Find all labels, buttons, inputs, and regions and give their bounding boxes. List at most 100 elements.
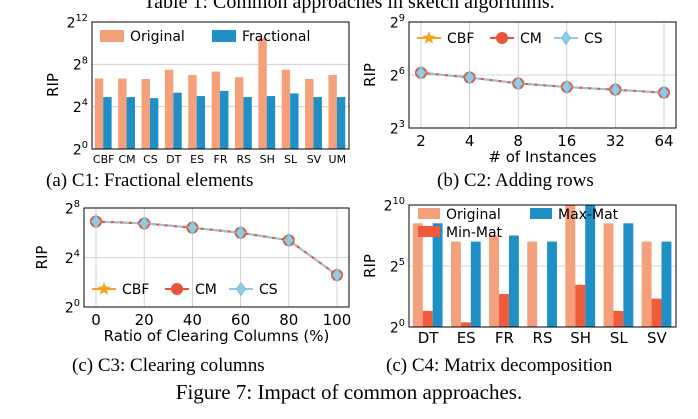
legend-label-cm: CM: [195, 282, 217, 298]
y-axis-label: RIP: [33, 246, 51, 270]
bar-fractional-cbf: [103, 97, 112, 149]
bar-max-mat-fr: [508, 235, 519, 327]
bar-original-sv: [641, 241, 652, 327]
y-axis-label: RIP: [44, 73, 62, 97]
bar-original-dt: [164, 69, 174, 149]
legend-marker: [171, 283, 183, 295]
x-tick-label: SL: [610, 329, 629, 347]
x-tick-label: 8: [513, 132, 523, 150]
bar-fractional-fr: [220, 90, 229, 149]
x-tick-label: RS: [237, 153, 252, 166]
bar-original-fr: [211, 71, 221, 149]
y-tick-label: 29: [390, 13, 405, 31]
bar-original-um: [328, 74, 337, 149]
y-tick-label: 20: [73, 140, 88, 158]
bar-max-mat-dt: [432, 223, 443, 327]
legend-swatch: [418, 226, 440, 237]
x-tick-label: 2: [416, 132, 426, 150]
bar-fractional-sl: [290, 93, 299, 149]
legend-marker: [422, 31, 436, 44]
bar-max-mat-sh: [585, 205, 596, 327]
y-tick-label: 24: [73, 98, 88, 116]
bar-max-mat-rs: [547, 241, 557, 327]
x-tick-label: SH: [260, 153, 275, 166]
bar-original-cm: [118, 78, 127, 149]
bar-original-cs: [141, 78, 150, 149]
y-tick-label: 24: [65, 249, 80, 267]
bar-original-rs: [234, 77, 244, 149]
point-cs-5: [331, 268, 343, 283]
x-tick-label: 64: [654, 132, 673, 150]
bar-fractional-sv: [313, 97, 322, 149]
bar-min-mat-sv: [651, 298, 662, 327]
x-tick-label: 0: [91, 311, 101, 329]
x-tick-label: SV: [647, 329, 668, 347]
y-tick-label: 28: [65, 199, 80, 217]
legend-marker: [560, 31, 572, 45]
bar-original-sh: [565, 205, 576, 327]
legend-marker: [496, 32, 508, 44]
caption-c4: (c) C4: Matrix decomposition: [386, 355, 613, 376]
x-tick-label: ES: [457, 329, 476, 347]
point-cs-4: [610, 82, 621, 97]
x-tick-label: RS: [533, 329, 553, 347]
point-cs-1: [138, 216, 150, 231]
point-cs-1: [464, 70, 475, 85]
y-tick-label: 20: [65, 298, 80, 316]
point-cs-0: [415, 65, 427, 80]
point-cs-2: [187, 220, 198, 235]
point-cs-2: [512, 76, 524, 91]
legend-label-original: Original: [446, 207, 501, 223]
point-cs-5: [658, 85, 670, 100]
point-cs-4: [283, 233, 295, 248]
bar-original-sh: [258, 37, 267, 149]
bar-fractional-cs: [149, 98, 159, 149]
x-axis-label: # of Instances: [488, 148, 596, 166]
bar-max-mat-sv: [661, 241, 672, 327]
legend-label-fractional: Fractional: [242, 29, 310, 45]
caption-c2: (b) C2: Adding rows: [437, 170, 594, 191]
bar-original-sv: [305, 78, 314, 149]
x-tick-label: FR: [495, 329, 514, 347]
point-cs-0: [90, 214, 102, 229]
legend-marker: [97, 282, 111, 295]
bar-original-es: [188, 74, 197, 149]
x-tick-label: SH: [570, 329, 591, 347]
y-tick-label: 28: [73, 55, 88, 73]
x-tick-label: 16: [557, 132, 576, 150]
x-tick-label: 80: [279, 311, 298, 329]
bar-original-sl: [281, 69, 291, 149]
x-tick-label: 4: [465, 132, 475, 150]
legend-marker: [235, 282, 247, 296]
chart-c2: 23 26 29 2 4 8 16 32 64 RIP # of Instances CBF CM CS: [361, 13, 677, 166]
chart-c4: 20 25 210 DT ES FR RS SH SL SV RIP Original Max-Mat M…: [361, 196, 677, 347]
x-tick-label: 20: [135, 311, 154, 329]
legend-label-max-mat: Max-Mat: [558, 207, 619, 223]
caption-c3: (c) C3: Clearing columns: [72, 355, 265, 376]
plot-frame: [408, 21, 677, 129]
bar-fractional-dt: [173, 92, 182, 149]
caption-c1: (a) C1: Fractional elements: [46, 170, 254, 191]
x-tick-label: DT: [418, 329, 440, 347]
x-tick-label: 60: [231, 311, 250, 329]
x-tick-label: FR: [214, 153, 228, 166]
bar-min-mat-fr: [499, 294, 509, 327]
y-tick-label: 23: [390, 119, 405, 137]
y-tick-label: 25: [390, 257, 405, 275]
bar-fractional-um: [336, 97, 346, 149]
header-caption: Table 1: Common approaches in sketch alg…: [143, 0, 555, 13]
bar-original-cbf: [94, 78, 104, 149]
chart-c3: 20 24 28 0 20 40 60 80 100 RIP Ratio of Clearing C…: [33, 199, 351, 345]
bar-max-mat-es: [470, 241, 481, 327]
legend-label-cbf: CBF: [447, 31, 474, 47]
bar-min-mat-dt: [422, 310, 433, 327]
legend-swatch: [100, 30, 124, 42]
bar-original-fr: [489, 235, 500, 327]
series-line-cs: [95, 220, 338, 276]
point-cs-3: [235, 225, 246, 240]
x-tick-label: CM: [118, 153, 135, 166]
legend-swatch: [530, 208, 552, 219]
x-tick-label: CS: [143, 153, 158, 166]
bar-max-mat-sl: [623, 223, 634, 327]
y-axis-label: RIP: [361, 63, 379, 87]
